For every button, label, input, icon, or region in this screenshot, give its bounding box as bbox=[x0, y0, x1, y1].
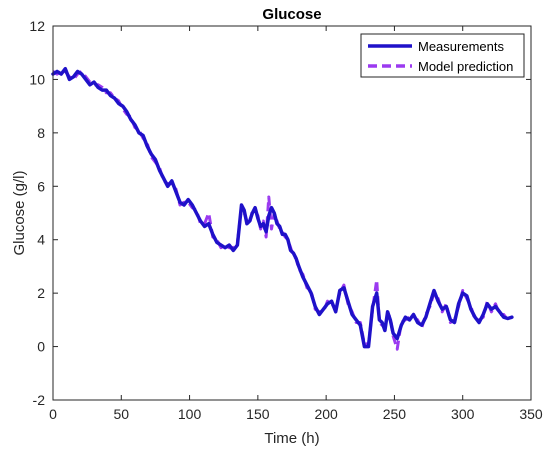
plot-area-background bbox=[53, 26, 531, 400]
y-tick-label: 2 bbox=[37, 285, 45, 301]
y-tick-label: 10 bbox=[29, 71, 45, 87]
y-tick-label: 6 bbox=[37, 178, 45, 194]
y-tick-label: 12 bbox=[29, 18, 45, 34]
x-tick-label: 50 bbox=[113, 406, 129, 422]
legend: Measurements Model prediction bbox=[360, 33, 525, 78]
series-line-measurements bbox=[51, 66, 514, 349]
legend-label-model-prediction: Model prediction bbox=[418, 59, 513, 74]
y-tick-label: 8 bbox=[37, 125, 45, 141]
x-tick-label: 350 bbox=[519, 406, 543, 422]
x-tick-label: 100 bbox=[178, 406, 202, 422]
x-tick-label: 200 bbox=[314, 406, 338, 422]
legend-box bbox=[360, 33, 525, 78]
y-tick-label: 0 bbox=[37, 339, 45, 355]
chart-title: Glucose bbox=[262, 6, 321, 23]
series-layer bbox=[51, 66, 514, 351]
y-axis-label: Glucose (g/l) bbox=[11, 170, 28, 255]
x-tick-label: 150 bbox=[246, 406, 270, 422]
x-tick-label: 0 bbox=[49, 406, 57, 422]
y-tick-label: -2 bbox=[33, 392, 46, 408]
x-tick-label: 300 bbox=[451, 406, 475, 422]
x-tick-label: 250 bbox=[383, 406, 407, 422]
legend-label-measurements: Measurements bbox=[418, 39, 504, 54]
plot-area-frame bbox=[52, 25, 532, 401]
y-tick-label: 4 bbox=[37, 232, 45, 248]
x-axis-label: Time (h) bbox=[264, 430, 319, 447]
